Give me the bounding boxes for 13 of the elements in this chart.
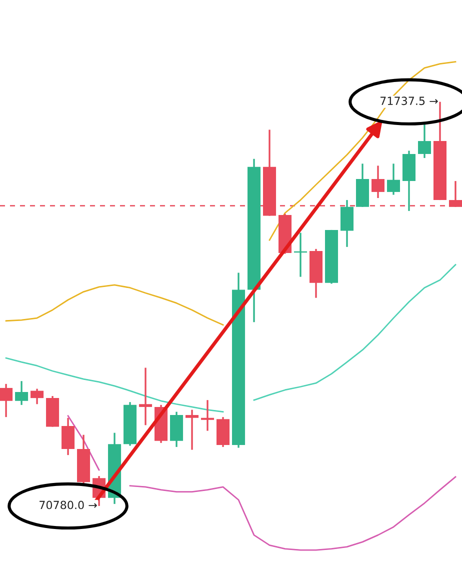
candlestick (201, 399, 214, 432)
candlestick (186, 408, 199, 451)
candlestick (0, 383, 13, 418)
annotation: 71737.5 → (380, 96, 438, 106)
candlestick (371, 164, 385, 199)
candlestick (15, 380, 28, 406)
candlestick (448, 180, 462, 208)
candlestick (30, 388, 44, 405)
candlestick (386, 162, 400, 196)
candlestick (62, 417, 75, 456)
candlestick (139, 366, 152, 426)
annotation: 70780.0 → (40, 500, 97, 510)
candlestick (340, 199, 354, 248)
